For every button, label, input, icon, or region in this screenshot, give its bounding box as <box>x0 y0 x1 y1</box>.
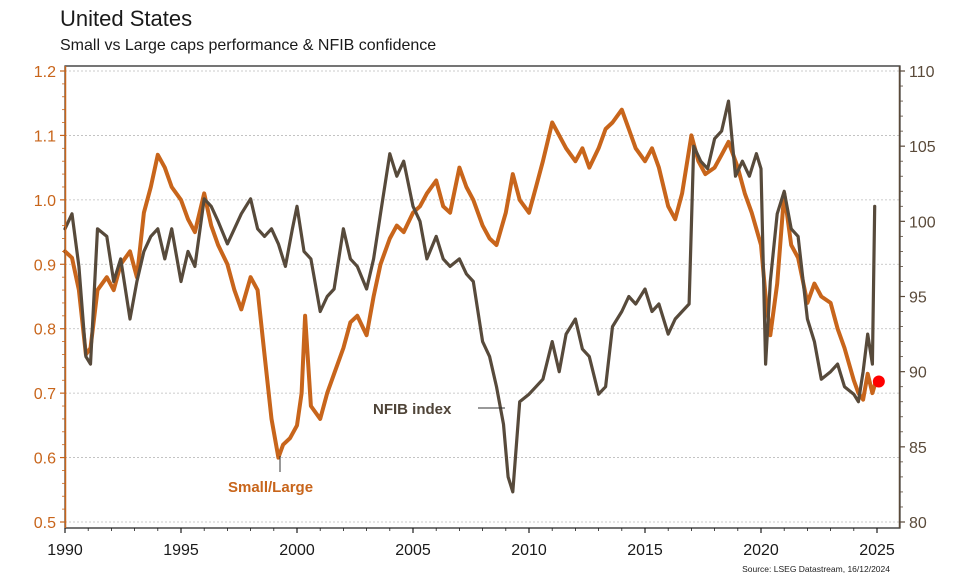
annotation-small-large: Small/Large <box>228 479 313 496</box>
x-tick-label: 2010 <box>511 542 547 559</box>
annotations: Small/Large NFIB index <box>228 401 505 496</box>
left-tick-label: 1.2 <box>34 64 56 81</box>
right-tick-label: 95 <box>909 290 927 307</box>
chart-title: United States <box>60 6 193 31</box>
x-tick-label: 2020 <box>743 542 779 559</box>
x-tick-label: 2000 <box>279 542 315 559</box>
right-tick-label: 90 <box>909 365 927 382</box>
right-tick-label: 80 <box>909 515 927 532</box>
left-tick-label: 1.0 <box>34 193 56 210</box>
left-tick-label: 0.5 <box>34 515 56 532</box>
left-tick-label: 1.1 <box>34 128 56 145</box>
series-line-small-large <box>63 107 878 460</box>
x-tick-label: 1995 <box>163 542 199 559</box>
right-tick-label: 105 <box>909 139 936 156</box>
x-tick-label: 2005 <box>395 542 431 559</box>
right-tick-label: 110 <box>909 64 935 81</box>
end-marker-dot <box>872 375 885 388</box>
right-tick-label: 100 <box>909 214 936 231</box>
right-axis-ticks: 80 85 90 95 100 105 110 <box>900 64 936 532</box>
left-tick-label: 0.9 <box>34 257 56 274</box>
annotation-nfib: NFIB index <box>373 401 452 418</box>
left-tick-label: 0.8 <box>34 322 56 339</box>
left-tick-label: 0.7 <box>34 386 56 403</box>
x-tick-label: 2015 <box>627 542 663 559</box>
chart-subtitle: Small vs Large caps performance & NFIB c… <box>60 37 437 54</box>
x-tick-label: 1990 <box>47 542 83 559</box>
x-tick-label: 2025 <box>859 542 895 559</box>
left-tick-label: 0.6 <box>34 451 56 468</box>
source-note: Source: LSEG Datastream, 16/12/2024 <box>742 564 890 574</box>
series-line-nfib <box>63 99 877 494</box>
right-tick-label: 85 <box>909 440 927 457</box>
gridlines <box>65 70 900 523</box>
left-axis-ticks: 0.5 0.6 0.7 0.8 0.9 1.0 1.1 1.2 <box>34 64 65 532</box>
x-axis-ticks: 1990 1995 2000 2005 2010 2015 2020 2025 <box>47 528 895 559</box>
series-group <box>63 99 885 494</box>
